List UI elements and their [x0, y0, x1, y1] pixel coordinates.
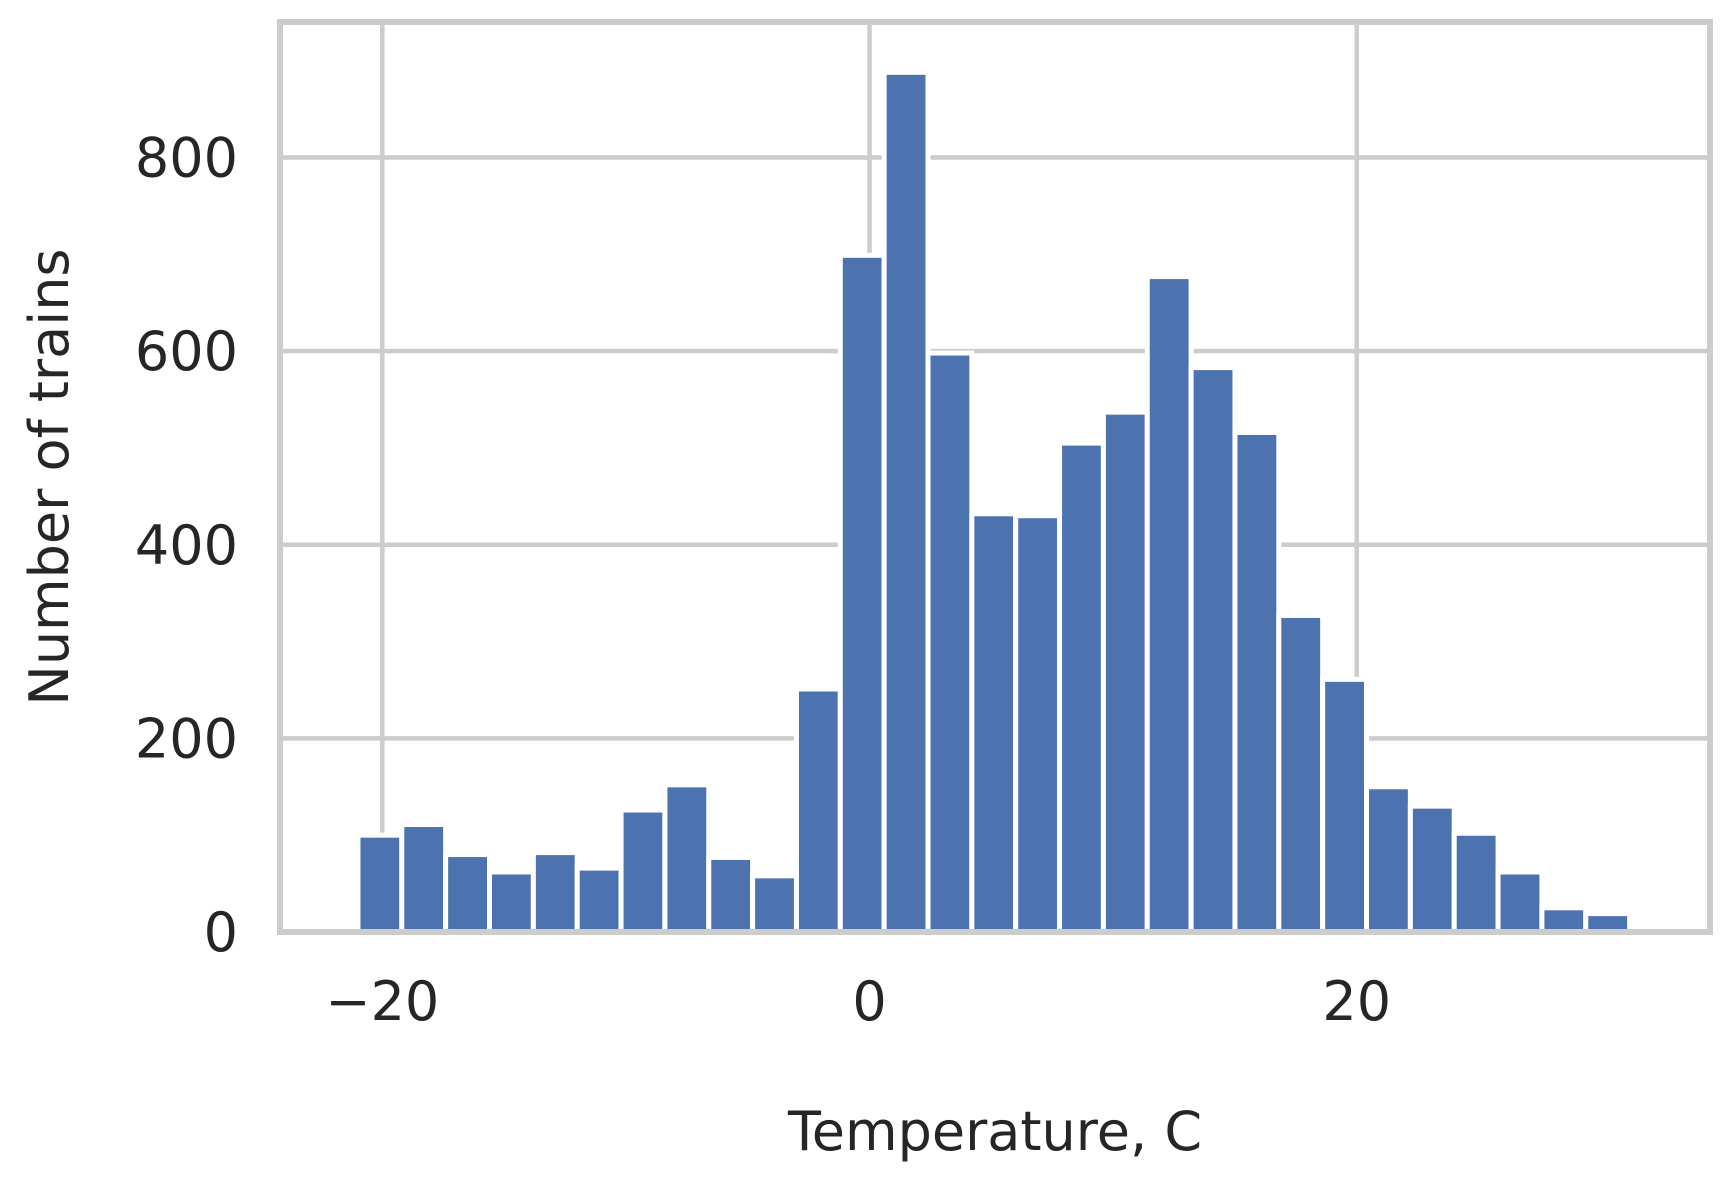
histogram-bar	[1013, 513, 1063, 935]
histogram-bar	[1100, 409, 1150, 935]
x-tick-label: 20	[1322, 970, 1391, 1033]
y-tick-label: 800	[135, 127, 238, 190]
histogram-bar	[574, 865, 624, 935]
y-axis-ticks: 0 200 400 600 800	[135, 127, 238, 964]
x-tick-label: −20	[325, 970, 439, 1033]
x-axis-label: Temperature, C	[787, 1100, 1202, 1163]
histogram-bar	[1539, 905, 1589, 935]
histogram-bar	[487, 869, 536, 935]
y-tick-label: 0	[204, 901, 238, 964]
histogram-bar	[1407, 803, 1457, 935]
histogram-bar	[530, 850, 580, 935]
histogram-bar	[881, 69, 931, 935]
y-tick-label: 400	[135, 514, 238, 577]
histogram-bar	[969, 511, 1019, 935]
histogram-bar	[618, 807, 668, 935]
histogram-bar	[1451, 830, 1501, 935]
histogram-bar	[1232, 429, 1282, 935]
y-tick-label: 600	[135, 320, 238, 383]
histogram-bar	[793, 686, 843, 935]
y-axis-label: Number of trains	[18, 248, 81, 705]
plot-frame	[277, 19, 1713, 935]
histogram-bar	[1364, 784, 1413, 935]
histogram-bar	[1188, 365, 1238, 935]
histogram-bar	[1057, 440, 1106, 935]
x-tick-label: 0	[852, 970, 886, 1033]
histogram-bar	[1276, 612, 1326, 935]
histogram-bar	[662, 782, 712, 935]
histogram-bar	[1495, 869, 1545, 935]
histogram-bar	[1320, 676, 1370, 935]
histogram-bar	[355, 832, 405, 935]
histogram-bar	[399, 822, 449, 935]
histogram-bars	[355, 69, 1633, 935]
histogram-bar	[706, 854, 756, 935]
histogram-bar	[443, 852, 493, 935]
x-axis-ticks: −20 0 20	[325, 970, 1391, 1033]
histogram-bar	[750, 873, 799, 935]
histogram-bar	[925, 350, 975, 935]
y-tick-label: 200	[135, 707, 238, 770]
histogram-bar	[837, 252, 887, 935]
histogram-bar	[1144, 274, 1194, 935]
